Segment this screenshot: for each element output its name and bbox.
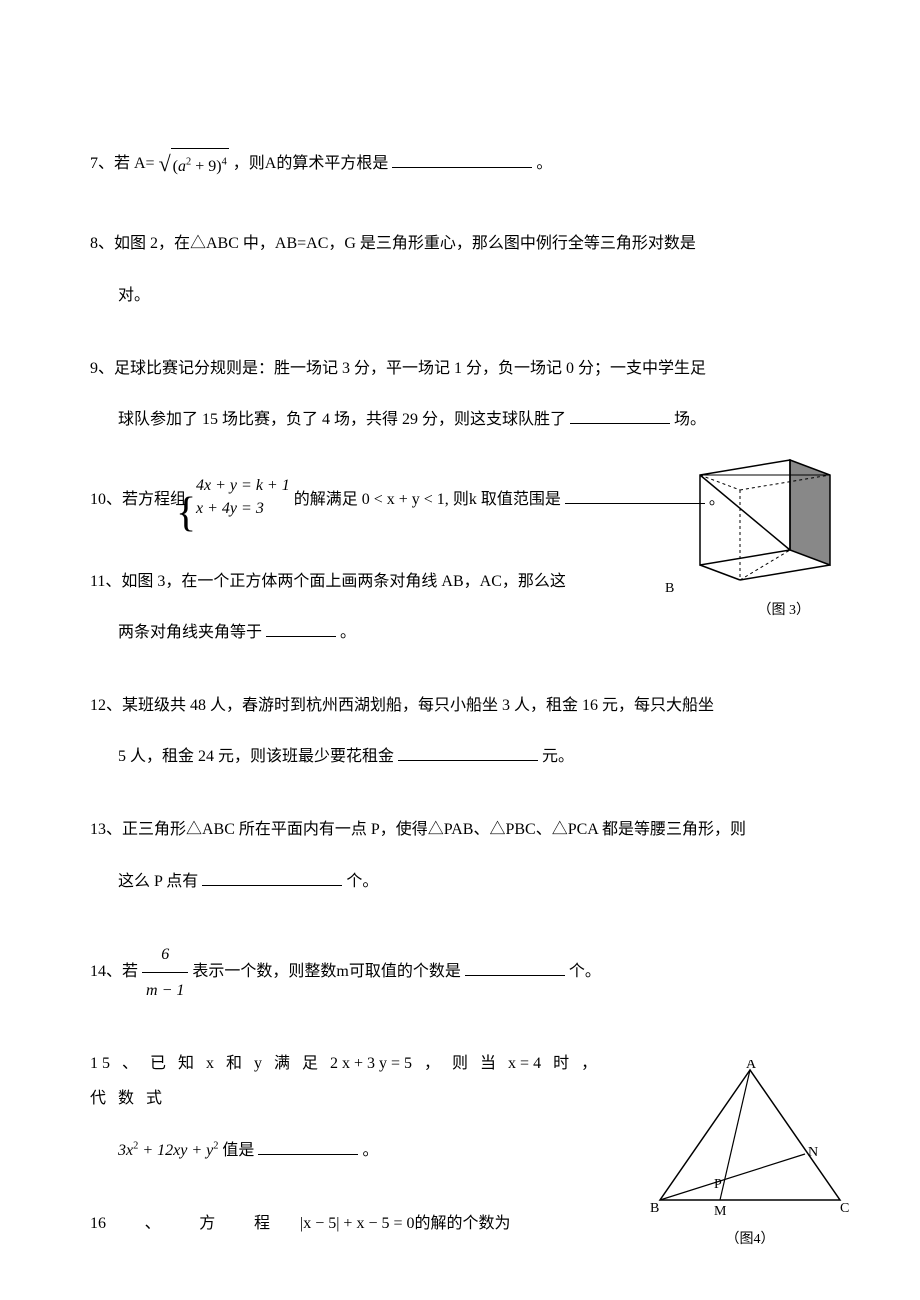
q11-line2: 两条对角线夹角等于 。 [90,615,830,650]
q14-fraction: 6 m − 1 [142,937,188,1008]
q10-text: 10、若方程组 { 4x + y = k + 1 x + 4y = 3 的解满足… [90,491,725,508]
question-7: 7、若 A= √(a2 + 9)4 ，则A的算术平方根是 。 [90,140,830,188]
q16-text: 16 、 方 程 |x − 5| + x − 5 = 0 的解的个数为 [90,1206,511,1241]
q16-spread: 16 、 方 程 [90,1206,270,1241]
svg-text:A: A [746,1060,757,1072]
triangle-caption: （图4） [650,1229,850,1251]
q9-line2: 球队参加了 15 场比赛，负了 4 场，共得 29 分，则这支球队胜了 场。 [90,402,830,437]
question-8: 8、如图 2，在△ABC 中，AB=AC，G 是三角形重心，那么图中例行全等三角… [90,226,830,312]
svg-text:B: B [650,1201,659,1216]
svg-text:C: C [840,1201,849,1216]
q7-suffix: ，则A的算术平方根是 [233,155,389,172]
q7-period: 。 [536,155,552,172]
q8-line2: 对。 [90,278,830,313]
cube-caption: （图 3） [758,600,811,622]
figure-triangle: A B C M N P （图4） [650,1060,850,1240]
q11-blank [266,621,336,637]
q8-line1: 8、如图 2，在△ABC 中，AB=AC，G 是三角形重心，那么图中例行全等三角… [90,226,830,261]
question-14: 14、若 6 m − 1 表示一个数，则整数m可取值的个数是 个。 [90,937,830,1008]
figure-cube: B [680,450,840,590]
q7-blank [392,152,532,168]
q9-blank [570,408,670,424]
q13-blank [202,870,342,886]
q12-line1: 12、某班级共 48 人，春游时到杭州西湖划船，每只小船坐 3 人，租金 16 … [90,688,830,723]
q15-blank [258,1139,358,1155]
question-12: 12、某班级共 48 人，春游时到杭州西湖划船，每只小船坐 3 人，租金 16 … [90,688,830,774]
question-9: 9、足球比赛记分规则是：胜一场记 3 分，平一场记 1 分，负一场记 0 分；一… [90,351,830,437]
q14-text: 14、若 6 m − 1 表示一个数，则整数m可取值的个数是 个。 [90,963,601,980]
q10-system: { 4x + y = k + 1 x + 4y = 3 [190,475,290,526]
cube-label-b: B [665,578,674,600]
svg-text:M: M [714,1204,727,1219]
q13-line1: 13、正三角形△ABC 所在平面内有一点 P，使得△PAB、△PBC、△PCA … [90,812,830,847]
q14-blank [465,960,565,976]
q7-prefix: 7、若 A= [90,155,155,172]
q15-line1: 15 、 已 知 x 和 y 满 足 2x+3y=5 ， 则 当 x=4 时 ，… [90,1046,620,1116]
q9-line1: 9、足球比赛记分规则是：胜一场记 3 分，平一场记 1 分，负一场记 0 分；一… [90,351,830,386]
q12-blank [398,745,538,761]
question-13: 13、正三角形△ABC 所在平面内有一点 P，使得△PAB、△PBC、△PCA … [90,812,830,898]
q13-line2: 这么 P 点有 个。 [90,864,830,899]
svg-text:P: P [714,1177,722,1192]
q7-sqrt: √(a2 + 9)4 [159,140,229,188]
svg-text:N: N [808,1145,818,1160]
q7-text: 7、若 A= √(a2 + 9)4 ，则A的算术平方根是 。 [90,155,552,172]
q12-line2: 5 人，租金 24 元，则该班最少要花租金 元。 [90,739,830,774]
